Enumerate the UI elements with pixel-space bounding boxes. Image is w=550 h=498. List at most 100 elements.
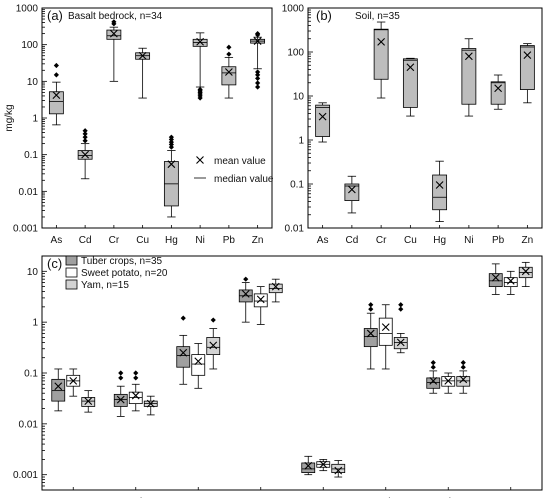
box-cd — [344, 183, 360, 201]
x-tick-label-ni: Ni — [195, 235, 204, 246]
box-cr — [373, 28, 389, 80]
box-ni-s1 — [378, 317, 393, 346]
legend-label-s2: Yam, n=15 — [81, 280, 129, 291]
panel-label: (b) — [316, 8, 332, 23]
outlier-ni-s0 — [368, 306, 374, 312]
outlier-cd — [82, 131, 88, 137]
legend-swatch-s0 — [65, 255, 78, 266]
y-tick-label: 100 — [287, 48, 304, 59]
outlier-cd-s0 — [118, 375, 124, 381]
mean-marker-ni-s1 — [381, 323, 390, 331]
box-zn — [519, 45, 535, 90]
y-tick-label: 0.1 — [24, 150, 38, 161]
box-zn-s1 — [503, 277, 518, 288]
y-tick-label: 0.1 — [290, 180, 304, 191]
y-tick-label: 0.001 — [13, 470, 38, 481]
mean-marker-as-s2 — [84, 397, 93, 405]
y-tick-label: 1000 — [282, 4, 305, 15]
plot-frame — [41, 255, 543, 491]
outlier-hg — [168, 134, 174, 140]
box-cr-s0 — [176, 346, 191, 368]
y-tick-label: 1 — [32, 114, 38, 125]
outlier-hg — [168, 139, 174, 145]
outlier-zn — [255, 69, 261, 75]
mean-marker-as — [52, 91, 61, 100]
outlier-cu-s0 — [243, 276, 249, 282]
outlier-zn — [255, 80, 261, 86]
mean-marker-cr-s0 — [179, 348, 188, 357]
mean-marker-cr-s2 — [209, 341, 218, 350]
mean-marker-cd — [81, 150, 90, 159]
y-tick-label: 0.01 — [19, 419, 39, 430]
outlier-zn — [255, 72, 261, 78]
box-pb — [490, 81, 506, 105]
box-ni — [461, 48, 477, 105]
mean-marker-hg-s0 — [304, 461, 313, 470]
outlier-cd — [82, 134, 88, 140]
mean-marker-pb — [494, 84, 503, 93]
box-ni-s0 — [363, 328, 378, 348]
mean-marker-hg-s2 — [334, 466, 343, 475]
mean-marker-cu-s1 — [256, 295, 265, 304]
mean-marker-cu — [406, 63, 415, 72]
mean-marker-hg-s1 — [319, 460, 328, 469]
mean-marker-as-s1 — [69, 376, 78, 385]
x-tick-label-hg: Hg — [165, 235, 178, 246]
outlier-zn — [255, 31, 261, 37]
y-tick-label: 10 — [27, 267, 39, 278]
mean-marker-cr — [377, 37, 386, 46]
box-cu-s1 — [253, 293, 268, 308]
outlier-ni-s0 — [368, 302, 374, 308]
panel-title: Basalt bedrock, n=34 — [68, 11, 163, 22]
mean-marker-ni-s2 — [396, 338, 405, 347]
x-tick-label-ni: Ni — [464, 235, 473, 246]
outlier-cd — [82, 128, 88, 134]
panel-c-crops: 0.0010.010.1110AsCdCrCuHgNiPbZn(c)Tuber … — [13, 255, 543, 498]
mean-marker-cu — [138, 51, 147, 60]
outlier-cr — [111, 19, 117, 25]
outlier-pb-s2 — [460, 364, 466, 370]
mean-marker-pb-s1 — [444, 376, 453, 385]
legend-label-s0: Tuber crops, n=35 — [81, 256, 163, 267]
mean-marker-cr — [109, 29, 118, 38]
mean-marker-zn-s0 — [491, 273, 500, 282]
x-tick-label-pb: Pb — [492, 235, 505, 246]
mean-marker-cu-s0 — [241, 289, 250, 298]
outlier-pb-s0 — [430, 360, 436, 366]
outlier-pb-s2 — [460, 360, 466, 366]
outlier-zn — [255, 75, 261, 82]
mean-marker-ni — [196, 37, 205, 46]
mean-marker-pb — [224, 68, 233, 76]
mean-marker-zn-s1 — [506, 276, 515, 285]
y-tick-label: 0.01 — [285, 224, 305, 235]
outlier-ni-s2 — [398, 306, 404, 312]
mean-marker-zn — [253, 37, 262, 46]
x-tick-label-hg: Hg — [433, 235, 446, 246]
x-tick-label-as: As — [317, 235, 329, 246]
panel-b-soil: 0.01 0.1 1 10 100 1000 As Cd Cr Cu Hg Ni Pb Zn (b) Soil… — [282, 4, 543, 246]
box-hg-s0 — [301, 462, 316, 473]
mean-marker-cd-s1 — [131, 391, 140, 400]
outlier-cr-s0 — [180, 315, 186, 321]
x-tick-label-zn: Zn — [522, 235, 534, 246]
outlier-cd-s1 — [133, 370, 139, 376]
box-hg — [432, 174, 448, 211]
mean-marker-cd-s2 — [146, 399, 155, 408]
box-pb — [221, 66, 237, 86]
outlier-zn — [255, 84, 261, 90]
y-tick-label: 1000 — [16, 4, 39, 15]
legend-mean-marker — [196, 156, 204, 164]
legend-mean-label: mean value — [214, 156, 266, 167]
y-tick-label: 0.1 — [24, 369, 38, 380]
mean-marker-ni-s0 — [366, 329, 375, 338]
box-as — [48, 91, 64, 115]
box-cr-s1 — [191, 354, 206, 376]
y-axis-label: mg/kg — [4, 104, 15, 131]
box-zn-s0 — [488, 273, 503, 288]
x-tick-label-cu: Cu — [404, 235, 417, 246]
outlier-cr-s2 — [210, 317, 216, 323]
x-tick-label-cu: Cu — [136, 235, 149, 246]
box-cd-s0 — [113, 393, 128, 407]
x-tick-label-zn: Zn — [252, 235, 264, 246]
outlier-ni-s2 — [398, 302, 404, 308]
